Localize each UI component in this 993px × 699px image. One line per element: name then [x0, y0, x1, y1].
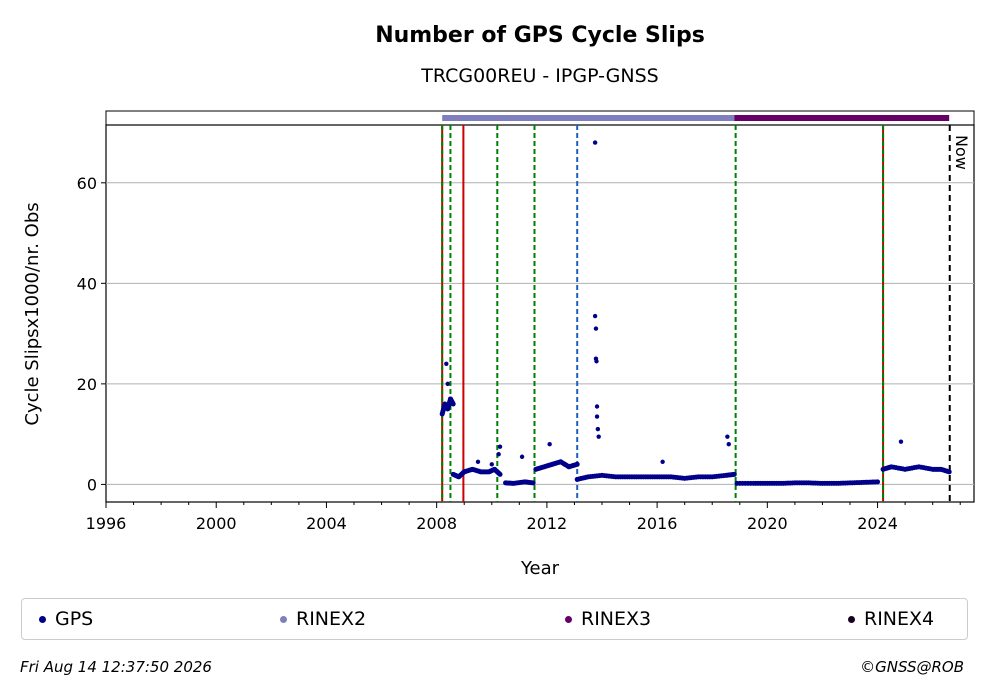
gps-point — [946, 469, 952, 475]
y-tick-label: 0 — [87, 475, 97, 494]
legend-label-gps: GPS — [55, 608, 94, 630]
legend-item-rinex3: RINEX3 — [565, 599, 651, 639]
y-tick-label: 60 — [77, 174, 97, 193]
x-axis-label: Year — [520, 558, 560, 579]
grid-lines — [106, 182, 974, 485]
x-axis: 1996 2000 2004 2008 2012 2016 2020 2024 — [86, 502, 961, 533]
copyright: ©GNSS@ROB — [860, 658, 964, 676]
gps-outlier-point — [475, 459, 481, 464]
y-tick-label: 20 — [77, 375, 97, 394]
gps-outlier-point — [496, 452, 501, 457]
gps-point — [875, 479, 881, 485]
gps-outlier-point — [489, 462, 494, 467]
gps-outlier-point — [898, 439, 904, 444]
gps-outlier-point — [594, 414, 600, 419]
gps-point — [530, 480, 536, 486]
event-lines — [441, 125, 951, 502]
timestamp: Fri Aug 14 12:37:50 2026 — [20, 658, 212, 676]
data-points — [439, 140, 952, 486]
gps-outlier-point — [594, 404, 600, 409]
y-axis: 0 20 40 60 — [77, 174, 106, 494]
gps-point — [574, 461, 580, 467]
legend-marker-rinex4 — [848, 615, 855, 623]
legend-label-rinex4: RINEX4 — [864, 608, 935, 630]
chart-legend: GPS RINEX2 RINEX3 RINEX4 — [21, 598, 968, 640]
plot-frame — [105, 124, 975, 503]
y-tick-label: 40 — [77, 274, 97, 293]
y-axis-label: Cycle Slipsx1000/nr. Obs — [22, 202, 43, 425]
now-label: Now — [952, 135, 971, 170]
gps-point — [450, 401, 456, 407]
gps-outlier-point — [497, 444, 503, 449]
gps-outlier-point — [660, 459, 665, 464]
x-tick-label: 2012 — [527, 514, 568, 533]
gps-outlier-point — [726, 441, 731, 447]
legend-item-rinex4: RINEX4 — [848, 599, 934, 639]
legend-item-rinex2: RINEX2 — [280, 599, 366, 639]
gps-outlier-point — [519, 454, 525, 459]
gps-outlier-point — [547, 441, 552, 447]
x-tick-label: 2020 — [747, 514, 788, 533]
gps-outlier-point — [445, 381, 450, 387]
x-tick-label: 2024 — [857, 514, 898, 533]
gps-outlier-point — [594, 359, 599, 364]
legend-marker-gps — [39, 615, 46, 623]
chart-title: Number of GPS Cycle Slips — [375, 23, 705, 48]
gps-point — [497, 471, 503, 477]
gps-outlier-point — [592, 313, 598, 319]
gps-outlier-point — [444, 361, 449, 366]
legend-item-gps: GPS — [39, 599, 93, 639]
chart-subtitle: TRCG00REU - IPGP-GNSS — [420, 65, 659, 87]
gps-point — [731, 471, 737, 477]
gps-outlier-point — [725, 434, 730, 439]
legend-marker-rinex2 — [280, 615, 287, 623]
x-tick-label: 2004 — [306, 514, 347, 533]
legend-marker-rinex3 — [565, 615, 572, 623]
gps-outlier-point — [592, 140, 598, 145]
x-tick-label: 2016 — [637, 514, 678, 533]
gps-outlier-point — [593, 326, 599, 331]
legend-label-rinex2: RINEX2 — [296, 608, 367, 630]
x-tick-label: 1996 — [86, 514, 127, 533]
gps-outlier-point — [596, 434, 601, 439]
gps-outlier-point — [595, 426, 601, 432]
x-tick-label: 2000 — [196, 514, 237, 533]
x-tick-label: 2008 — [416, 514, 457, 533]
legend-label-rinex3: RINEX3 — [581, 608, 652, 630]
